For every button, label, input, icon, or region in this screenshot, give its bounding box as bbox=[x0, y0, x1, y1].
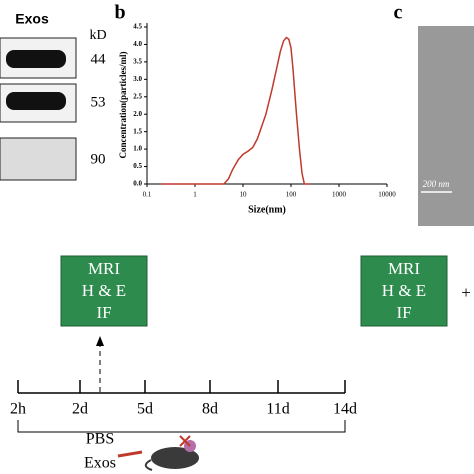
y-tick-label: 2.5 bbox=[133, 92, 142, 100]
tem-texture bbox=[418, 26, 474, 226]
x-tick-label: 10000 bbox=[378, 191, 396, 199]
timepoint: 2d bbox=[72, 401, 88, 418]
y-tick-label: 3.0 bbox=[133, 75, 142, 83]
blot-marker: 44 bbox=[91, 51, 107, 67]
blot-marker: 53 bbox=[91, 94, 106, 110]
timepoint: 8d bbox=[202, 401, 218, 418]
y-tick-label: 4.5 bbox=[133, 23, 142, 31]
y-tick-label: 0.5 bbox=[133, 162, 142, 170]
x-tick-label: 1 bbox=[193, 191, 197, 199]
x-tick-label: 100 bbox=[286, 191, 297, 199]
x-axis-title: Size(nm) bbox=[248, 204, 286, 215]
blot-band bbox=[6, 92, 66, 110]
treatment: PBS bbox=[86, 431, 114, 448]
x-tick-label: 1000 bbox=[332, 191, 347, 199]
y-axis-title: Concentration(particles/ml) bbox=[118, 52, 128, 159]
panel-label: c bbox=[394, 2, 403, 24]
blot-marker: 90 bbox=[91, 151, 106, 167]
timepoint: 5d bbox=[137, 401, 153, 418]
blot-unit: kD bbox=[89, 28, 106, 43]
plus: + bbox=[461, 283, 471, 302]
timepoint: 14d bbox=[333, 401, 357, 418]
assessment-box bbox=[360, 255, 448, 327]
data-line bbox=[161, 36, 311, 185]
y-tick-label: 1.5 bbox=[133, 127, 142, 135]
box-line: H & E bbox=[82, 281, 126, 300]
arrow-head bbox=[96, 336, 104, 346]
box-line: MRI bbox=[88, 259, 120, 278]
box-line: IF bbox=[96, 303, 111, 322]
box-line: H & E bbox=[382, 281, 426, 300]
x-tick-label: 10 bbox=[240, 191, 248, 199]
y-tick-label: 4.0 bbox=[133, 40, 142, 48]
bracket bbox=[17, 420, 346, 433]
panel-label: b bbox=[114, 2, 125, 24]
timepoint: 2h bbox=[10, 401, 26, 418]
box-line: IF bbox=[396, 303, 411, 322]
blot-band bbox=[6, 50, 66, 68]
scale-bar-label: 200 nm bbox=[423, 179, 450, 189]
y-tick-label: 2.0 bbox=[133, 110, 142, 118]
mouse-icon bbox=[117, 435, 199, 471]
y-tick-label: 0.0 bbox=[133, 180, 142, 188]
box-line: MRI bbox=[388, 259, 420, 278]
blot-box bbox=[0, 137, 77, 181]
treatment: Exos bbox=[84, 455, 116, 472]
y-tick-label: 1.0 bbox=[133, 145, 142, 153]
assessment-box bbox=[60, 255, 148, 327]
y-tick-label: 3.5 bbox=[133, 57, 142, 65]
blot-header: Exos bbox=[15, 11, 49, 27]
timepoint: 11d bbox=[266, 401, 289, 418]
x-tick-label: 0.1 bbox=[143, 191, 152, 199]
